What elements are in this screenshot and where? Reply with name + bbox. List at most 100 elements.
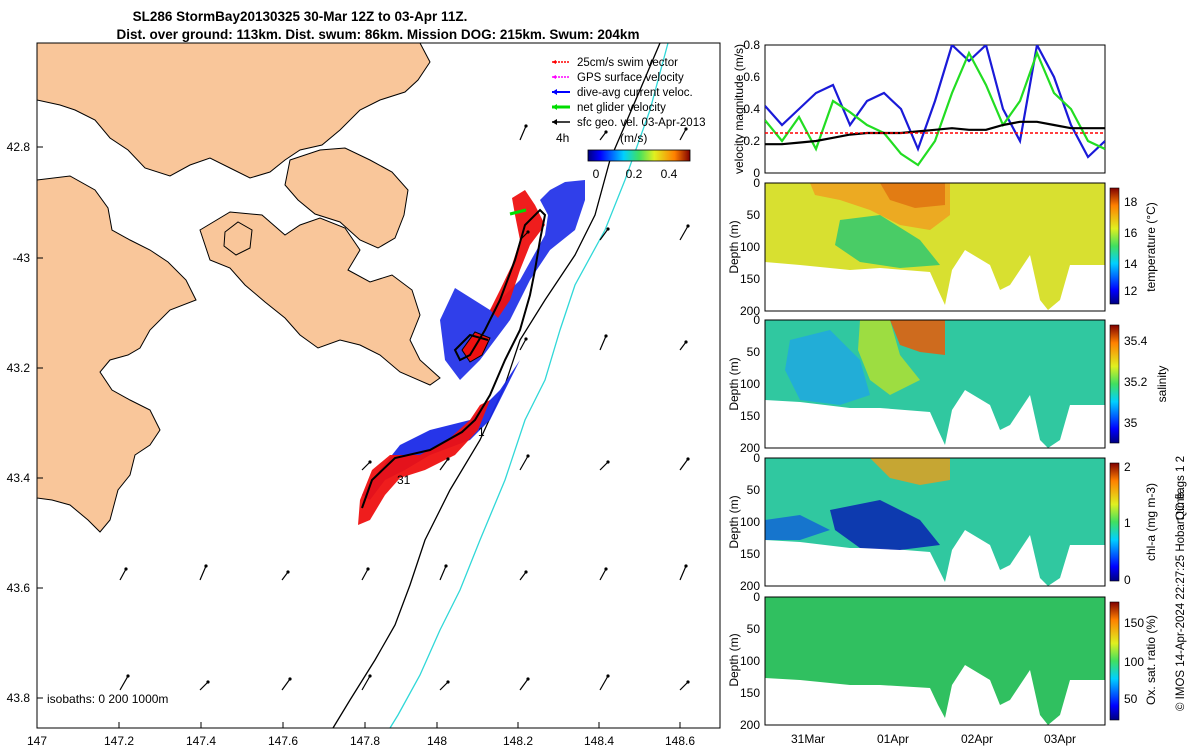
geo-velocity-arrowhead — [524, 337, 528, 341]
geo-velocity-arrowhead — [686, 680, 690, 684]
temp-ytick-100: 100 — [740, 240, 760, 254]
isobaths-label: isobaths: 0 200 1000m — [47, 692, 168, 706]
legend-dive-avg-arrowhead — [552, 89, 557, 95]
sal-cbar-label: salinity — [1155, 366, 1169, 403]
geo-velocity-arrow — [281, 678, 291, 691]
chla-ytick-200: 200 — [740, 579, 760, 593]
temp-ytick-0: 0 — [753, 176, 760, 190]
geo-velocity-arrow — [519, 231, 529, 241]
chla-cbar-label: chl-a (mg m-3) — [1144, 483, 1158, 561]
velocity-lines — [765, 45, 1105, 167]
geo-velocity-arrow — [519, 455, 529, 471]
geo-velocity-arrowhead — [686, 457, 690, 461]
sal-ylabel: Depth (m) — [727, 357, 741, 410]
salinity-fresh-patch — [785, 330, 870, 405]
time-tick-02apr: 02Apr — [961, 732, 993, 746]
geo-velocity-arrow — [599, 675, 609, 691]
oxygen-colorbar — [1109, 601, 1120, 721]
dive-avg-current-fan — [440, 180, 585, 380]
map-ytick-43-8: 43.8 — [7, 691, 31, 705]
map-ytick-43: -43 — [13, 251, 31, 265]
map-xtick-147-4: 147.4 — [186, 734, 216, 748]
geo-velocity-arrowhead — [526, 230, 530, 234]
temperature-hot-spot — [880, 183, 945, 208]
chla-ytick-150: 150 — [740, 547, 760, 561]
map-land — [37, 43, 441, 533]
map-ytick-43-6: 43.6 — [7, 581, 31, 595]
oxygen-panel: 50 100 150 Ox. sat. ratio (%) Depth (m) … — [727, 590, 1158, 746]
glider-track-group: 1 31 — [358, 180, 585, 525]
land-forestier — [284, 147, 409, 249]
geo-velocity-arrowhead — [206, 680, 210, 684]
chla-ytick-0: 0 — [753, 451, 760, 465]
chla-colorbar — [1109, 462, 1120, 582]
vel-ytick-0: 0 — [753, 166, 760, 180]
geo-velocity-arrowhead — [204, 564, 208, 568]
legend-sfc-geo-label: sfc geo. vel. 03-Apr-2013 — [577, 117, 706, 129]
sal-ytick-50: 50 — [747, 345, 761, 359]
legend-net-velocity-label: net glider velocity — [577, 102, 666, 114]
temp-cbar-tick-16: 16 — [1124, 226, 1138, 240]
geo-velocity-arrowhead — [524, 124, 528, 128]
geo-velocity-arrow — [599, 131, 607, 141]
map-ytick-42-8: 42.8 — [7, 140, 31, 154]
sal-ytick-0: 0 — [753, 313, 760, 327]
geo-velocity-arrowhead — [686, 224, 690, 228]
map-tick-marks — [36, 146, 681, 728]
geo-velocity-arrowhead — [368, 674, 372, 678]
geo-velocity-arrow — [599, 228, 609, 241]
geo-velocity-arrowhead — [684, 127, 688, 131]
geo-velocity-arrow — [199, 681, 209, 691]
swim-vector-red-south — [358, 400, 490, 525]
ox-ytick-0: 0 — [753, 590, 760, 604]
legend-swim-vector-label: 25cm/s swim vector — [577, 57, 678, 69]
chla-ytick-100: 100 — [740, 515, 760, 529]
temperature-field — [765, 183, 1105, 310]
geo-velocity-arrowhead — [606, 227, 610, 231]
map-xtick-147: 147 — [27, 734, 47, 748]
geo-velocity-arrowhead — [124, 567, 128, 571]
map-ytick-43-2: 43.2 — [7, 361, 31, 375]
land-central — [199, 211, 441, 386]
legend-swim-vector-arrowhead — [552, 60, 556, 64]
geo-velocity-arrowhead — [524, 570, 528, 574]
chla-axes-frame — [764, 457, 1106, 587]
ox-ytick-150: 150 — [740, 686, 760, 700]
geo-velocity-arrow — [519, 338, 527, 351]
geo-velocity-arrow — [361, 675, 371, 691]
geo-velocity-arrowhead — [526, 454, 530, 458]
salinity-mid-patch — [858, 320, 920, 395]
ox-ytick-100: 100 — [740, 654, 760, 668]
legend-gps-velocity-arrowhead — [552, 75, 556, 79]
temperature-axes-frame — [764, 182, 1106, 312]
legend-net-velocity-arrowhead — [552, 104, 557, 110]
geo-velocity-arrow — [679, 225, 689, 241]
imos-credit: © IMOS 14-Apr-2024 22:27:25 Hobart time. — [1175, 489, 1187, 711]
velocity-series-line — [765, 120, 1105, 146]
geo-velocity-arrow — [519, 678, 529, 691]
map-xtick-148-4: 148.4 — [584, 734, 614, 748]
geo-velocity-arrowhead — [606, 460, 610, 464]
velocity-panel: 0.8 0.6 0.4 0.2 0 velocity magnitude (m/… — [732, 38, 1106, 180]
sfc-geo-velocity-arrows — [119, 124, 690, 691]
geo-velocity-arrowhead — [606, 674, 610, 678]
geo-velocity-arrow — [361, 568, 369, 581]
map-panel: 1 31 147 147.2 147.4 147.6 147.8 148 148… — [7, 42, 721, 748]
vel-ytick-0-6: 0.6 — [743, 70, 760, 84]
map-ytick-43-4: 43.4 — [7, 471, 31, 485]
geo-velocity-arrowhead — [288, 677, 292, 681]
ox-cbar-label: Ox. sat. ratio (%) — [1144, 615, 1158, 705]
map-colorbar-tick-0: 0 — [593, 167, 600, 181]
vel-ytick-0-8: 0.8 — [743, 38, 760, 52]
ox-ytick-200: 200 — [740, 718, 760, 732]
vel-ylabel: velocity magnitude (m/s) — [732, 44, 746, 174]
geo-velocity-arrowhead — [446, 457, 450, 461]
ox-ytick-50: 50 — [747, 622, 761, 636]
geo-velocity-arrowhead — [444, 564, 448, 568]
geo-velocity-arrow — [281, 571, 289, 581]
geo-velocity-arrow — [519, 571, 527, 581]
geo-velocity-arrow — [599, 568, 607, 581]
sal-ytick-100: 100 — [740, 377, 760, 391]
oxygen-field — [765, 597, 1105, 725]
chla-surface-high — [870, 458, 950, 485]
